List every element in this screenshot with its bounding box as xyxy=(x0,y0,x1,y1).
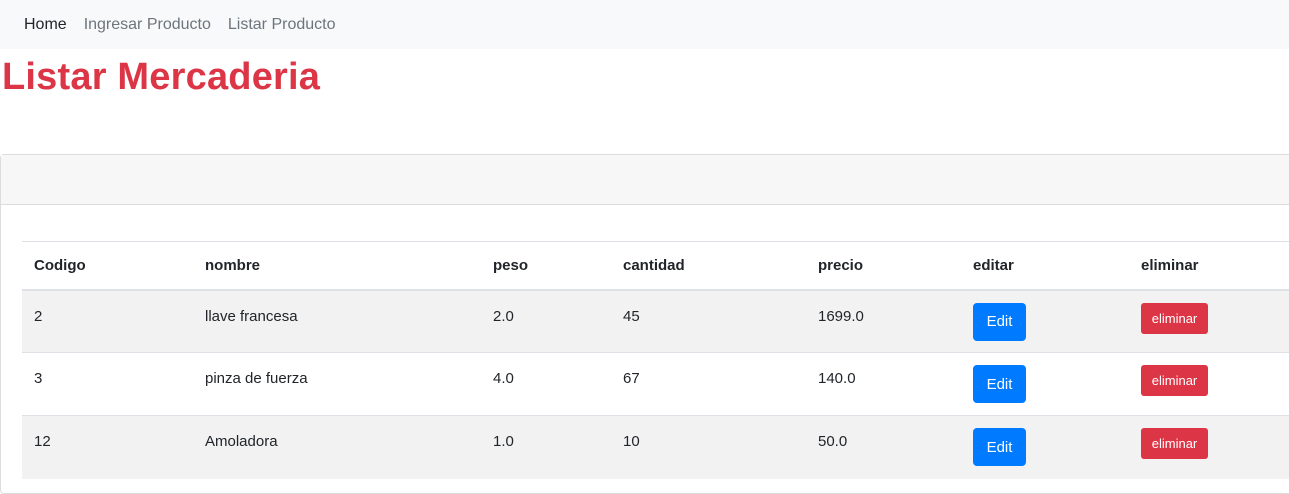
delete-button[interactable]: eliminar xyxy=(1141,302,1208,334)
cell-editar: Edit xyxy=(961,415,1129,479)
nav-listar-producto-link[interactable]: Listar Producto xyxy=(227,15,336,33)
cell-eliminar: eliminar xyxy=(1129,352,1289,416)
header-cantidad: cantidad xyxy=(611,241,806,291)
cell-cantidad: 10 xyxy=(611,415,806,479)
header-codigo: Codigo xyxy=(22,241,193,291)
delete-button[interactable]: eliminar xyxy=(1141,365,1208,396)
nav-home-link[interactable]: Home xyxy=(24,15,67,33)
header-editar: editar xyxy=(961,241,1129,291)
cell-cantidad: 67 xyxy=(611,352,806,416)
cell-precio: 140.0 xyxy=(806,352,961,416)
table-row: 12 Amoladora 1.0 10 50.0 Edit eliminar xyxy=(22,415,1289,479)
header-peso: peso xyxy=(481,241,611,291)
cell-editar: Edit xyxy=(961,352,1129,416)
cell-peso: 4.0 xyxy=(481,352,611,416)
cell-peso: 1.0 xyxy=(481,415,611,479)
delete-button[interactable]: eliminar xyxy=(1141,428,1208,459)
edit-button[interactable]: Edit xyxy=(973,428,1026,466)
header-nombre: nombre xyxy=(193,241,481,291)
table-header-row: Codigo nombre peso cantidad precio edita… xyxy=(22,241,1289,291)
cell-eliminar: eliminar xyxy=(1129,289,1289,353)
page-title: Listar Mercaderia xyxy=(2,56,321,98)
cell-cantidad: 45 xyxy=(611,289,806,353)
table-row: 2 llave francesa 2.0 45 1699.0 Edit elim… xyxy=(22,289,1289,353)
cell-codigo: 12 xyxy=(22,415,193,479)
cell-nombre: Amoladora xyxy=(193,415,481,479)
edit-button[interactable]: Edit xyxy=(973,302,1026,341)
cell-editar: Edit xyxy=(961,289,1129,353)
cell-eliminar: eliminar xyxy=(1129,415,1289,479)
navbar: Home Ingresar Producto Listar Producto xyxy=(0,0,1289,49)
header-eliminar: eliminar xyxy=(1129,241,1289,291)
cell-codigo: 3 xyxy=(22,352,193,416)
card-header xyxy=(1,155,1289,205)
cell-nombre: llave francesa xyxy=(193,289,481,353)
nav-ingresar-producto-link[interactable]: Ingresar Producto xyxy=(83,15,211,33)
cell-precio: 1699.0 xyxy=(806,289,961,353)
cell-peso: 2.0 xyxy=(481,289,611,353)
product-table: Codigo nombre peso cantidad precio edita… xyxy=(22,241,1289,479)
cell-codigo: 2 xyxy=(22,289,193,353)
cell-precio: 50.0 xyxy=(806,415,961,479)
cell-nombre: pinza de fuerza xyxy=(193,352,481,416)
table-row: 3 pinza de fuerza 4.0 67 140.0 Edit elim… xyxy=(22,352,1289,416)
product-card: Codigo nombre peso cantidad precio edita… xyxy=(0,154,1289,494)
edit-button[interactable]: Edit xyxy=(973,365,1026,403)
header-precio: precio xyxy=(806,241,961,291)
